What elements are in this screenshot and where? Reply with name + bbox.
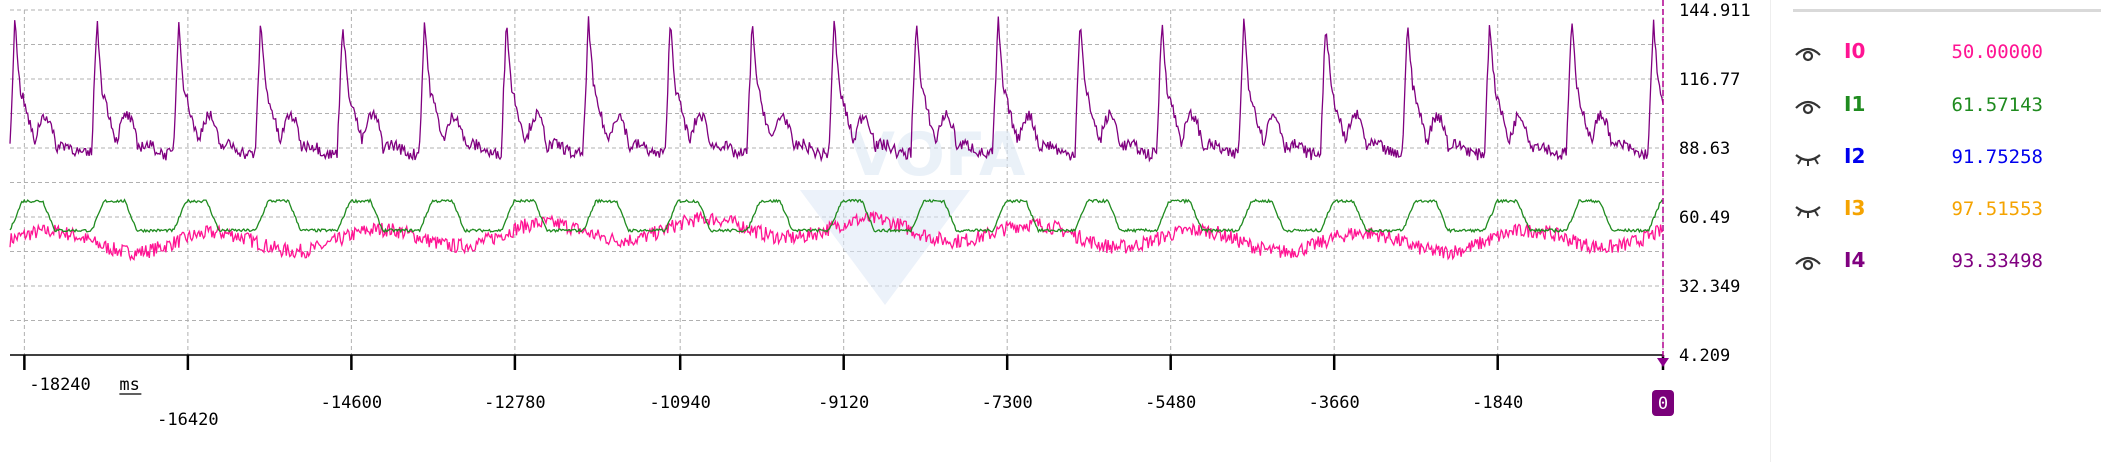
legend-name: I3 (1844, 196, 1866, 220)
y-tick-label: 116.77 (1679, 70, 1740, 90)
legend-name: I2 (1844, 144, 1866, 168)
x-tick-label: -18240 (29, 375, 90, 395)
legend-name: I4 (1844, 248, 1866, 272)
legend-top-rule (1793, 9, 2101, 12)
x-tick-label: -12780 (484, 393, 545, 413)
line-chart[interactable]: VOFA -18240 -16420 -14600 -12780 -10940 -9120 -… (0, 0, 1770, 450)
y-tick-label: 88.63 (1679, 139, 1730, 159)
legend-item-i4[interactable]: I4 93.33498 (1771, 242, 2101, 282)
x-tick-label: -3660 (1309, 393, 1360, 413)
x-tick-label: -9120 (818, 393, 869, 413)
x-tick-label: -10940 (649, 393, 710, 413)
cursor-marker (1657, 358, 1669, 367)
y-tick-label: 4.209 (1679, 346, 1730, 366)
series-line-i4 (9, 16, 1664, 163)
legend-name: I0 (1844, 39, 1866, 63)
legend-value: 61.57143 (1951, 94, 2043, 116)
legend-value: 97.51553 (1951, 198, 2043, 220)
y-tick-label: 60.49 (1679, 208, 1730, 228)
legend-item-i1[interactable]: I1 61.57143 (1771, 86, 2101, 126)
x-tick-label: -16420 (157, 410, 218, 430)
cursor-label: 0 (1658, 394, 1668, 414)
x-tick-label: -7300 (982, 393, 1033, 413)
watermark-text: VOFA (848, 120, 1025, 190)
legend-value: 50.00000 (1951, 41, 2043, 63)
y-tick-label: 144.911 (1679, 1, 1751, 21)
eye-closed-icon[interactable] (1793, 146, 1823, 170)
y-tick-label: 32.349 (1679, 277, 1740, 297)
legend-item-i0[interactable]: I0 50.00000 (1771, 33, 2101, 73)
series-line-i1 (9, 198, 1664, 234)
x-tick-label: -14600 (321, 393, 382, 413)
cursor-badge (1652, 390, 1674, 416)
x-tick-label: -5480 (1145, 393, 1196, 413)
panel-divider (1770, 0, 1771, 462)
legend-value: 93.33498 (1951, 250, 2043, 272)
eye-closed-icon[interactable] (1793, 198, 1823, 222)
x-unit-label: ms (119, 375, 139, 395)
legend-item-i2[interactable]: I2 91.75258 (1771, 138, 2101, 178)
eye-open-icon[interactable] (1793, 250, 1823, 274)
eye-open-icon[interactable] (1793, 41, 1823, 65)
legend-item-i3[interactable]: I3 97.51553 (1771, 190, 2101, 230)
series-line-i0 (9, 210, 1664, 262)
x-tick-label: -1840 (1472, 393, 1523, 413)
plot-area[interactable]: VOFA -18240 -16420 -14600 -12780 -10940 -9120 -… (0, 0, 1770, 450)
eye-open-icon[interactable] (1793, 94, 1823, 118)
legend-panel: I0 50.00000 I1 61.57143 I2 91.75258 I3 9… (1771, 0, 2101, 462)
legend-name: I1 (1844, 92, 1866, 116)
legend-value: 91.75258 (1951, 146, 2043, 168)
watermark-logo (800, 190, 970, 305)
